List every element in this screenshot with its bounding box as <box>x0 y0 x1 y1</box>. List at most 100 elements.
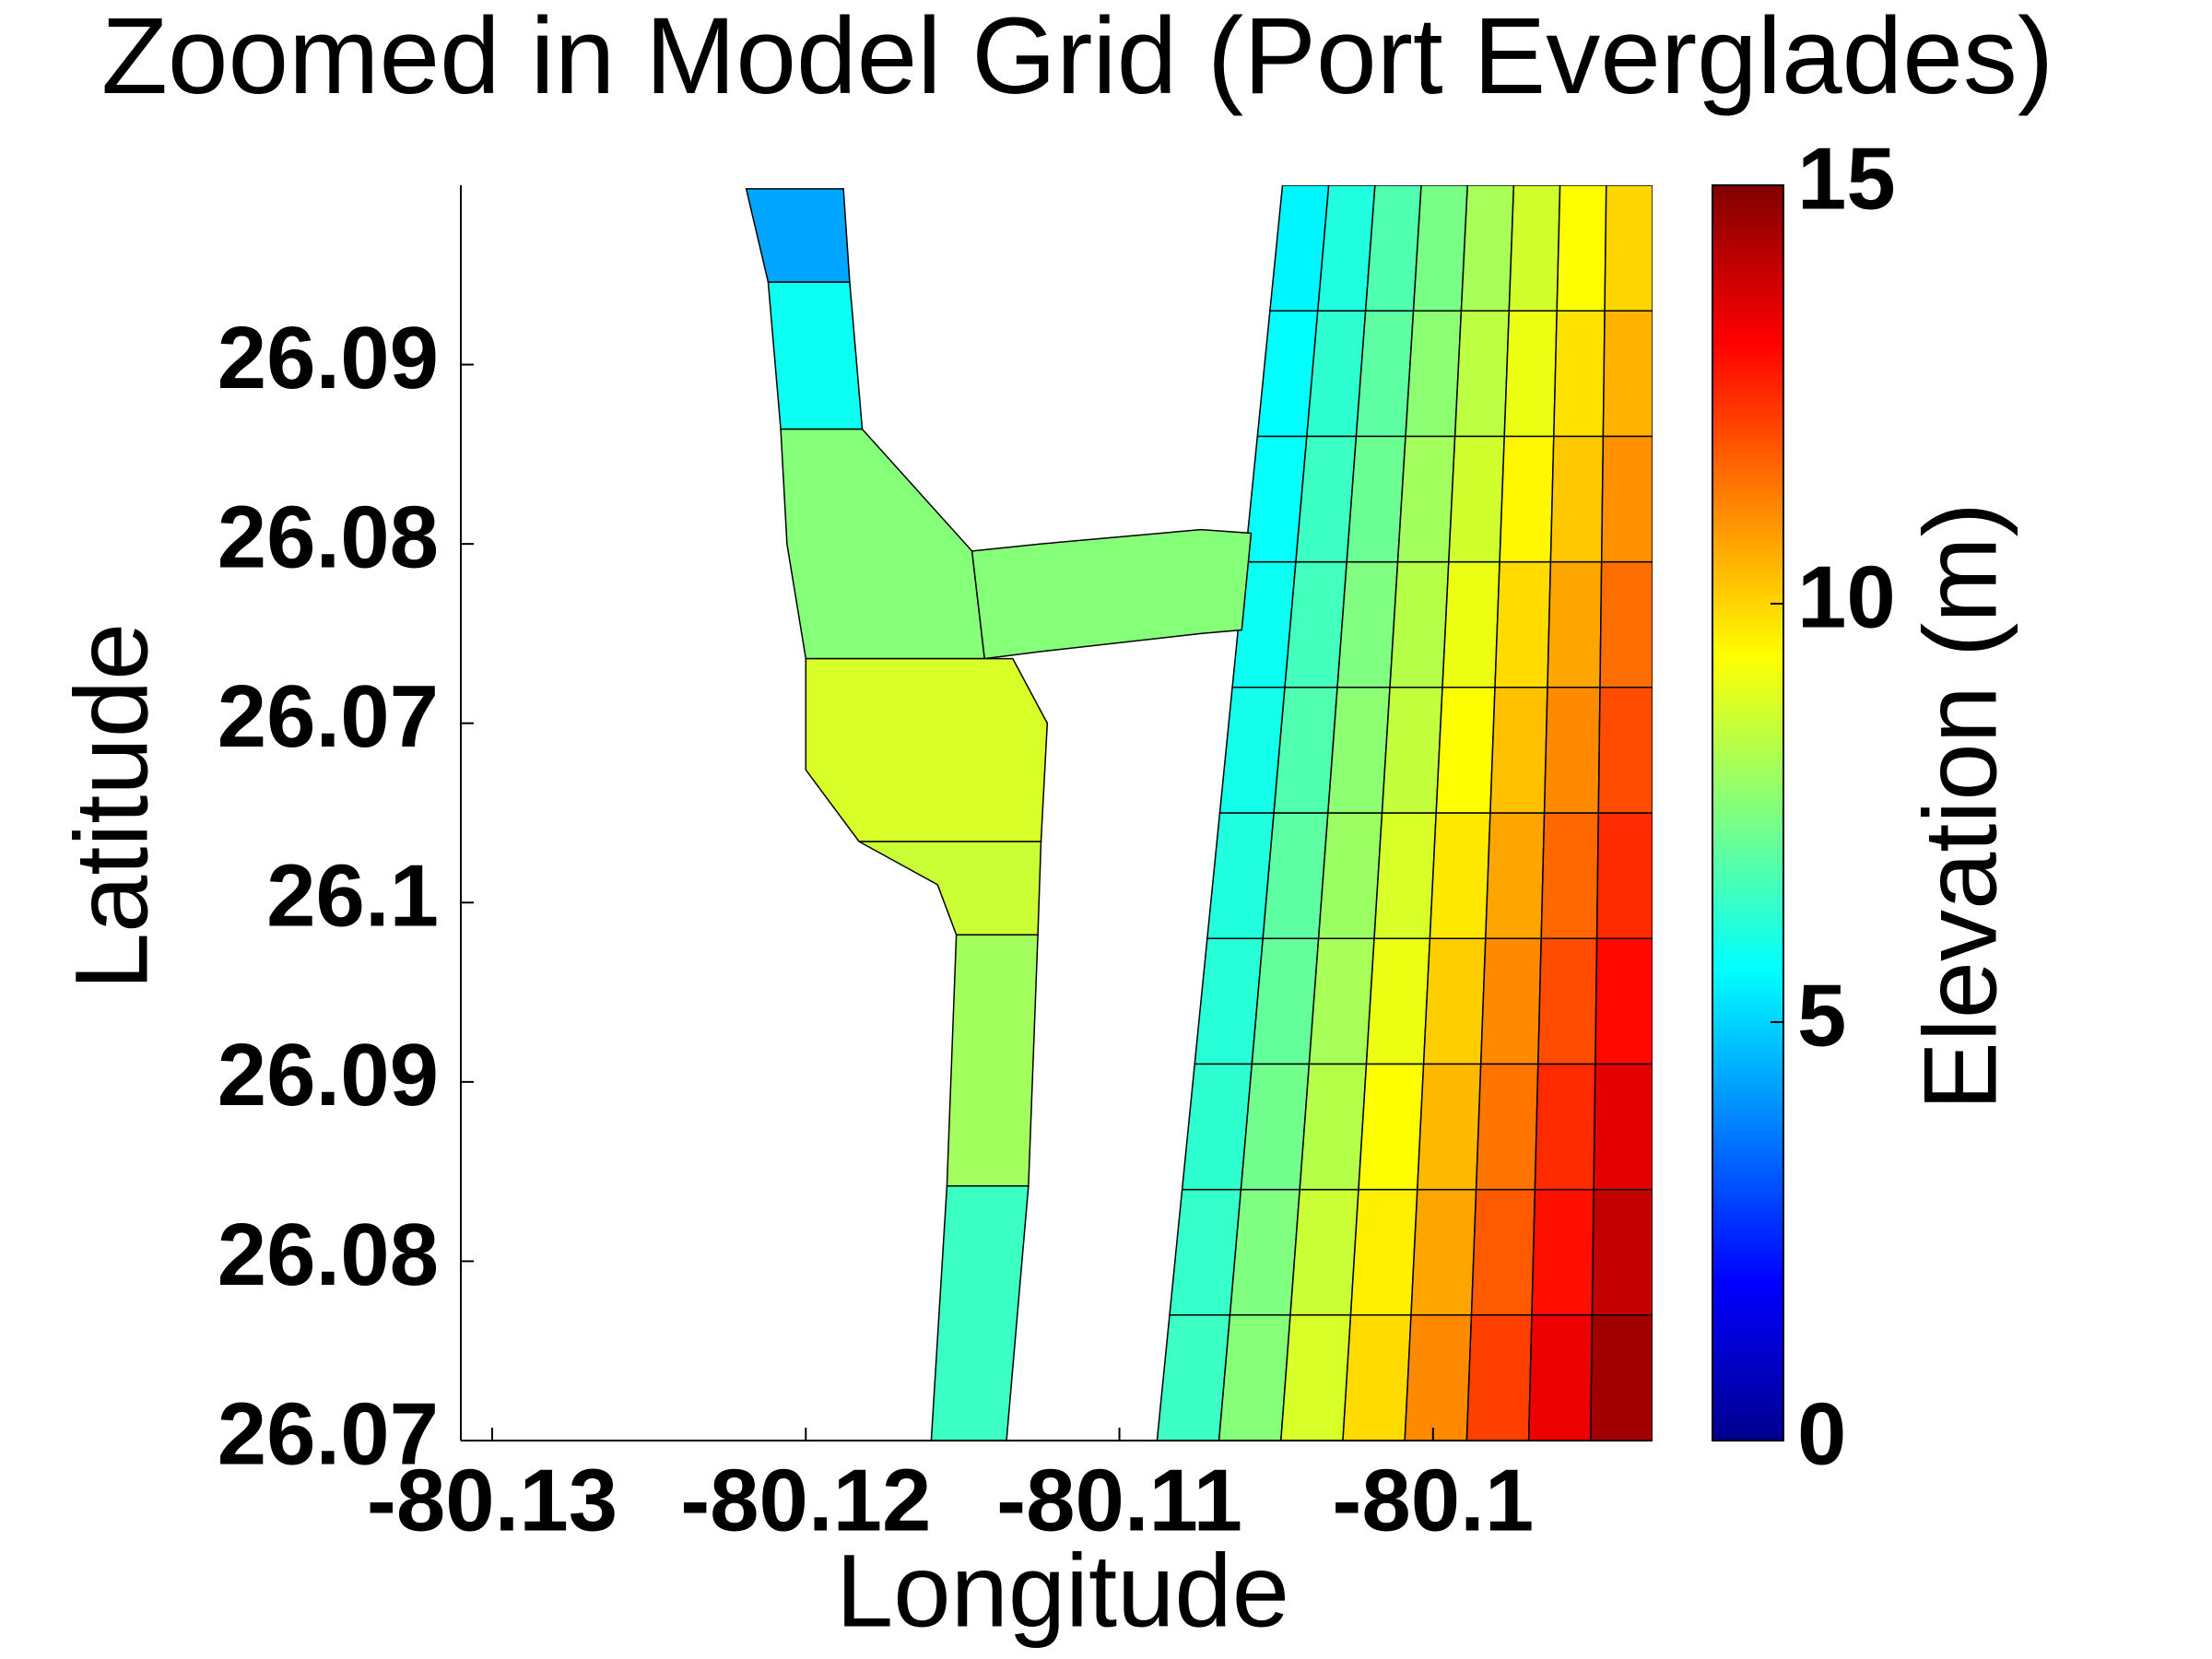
mesh-cell <box>1306 310 1367 438</box>
mesh-cell <box>1499 435 1555 563</box>
mesh-cell <box>1465 1314 1533 1441</box>
mesh-cell <box>1599 560 1653 688</box>
mesh-cell <box>1537 937 1598 1065</box>
colorbar-label: Elevation (m) <box>1903 502 2018 1111</box>
mesh-cell <box>1435 687 1496 814</box>
mesh-cell <box>1489 687 1548 814</box>
mesh-cell <box>1295 435 1358 563</box>
mesh-cell <box>1534 1063 1596 1191</box>
x-tick-label: -80.11 <box>996 1451 1242 1549</box>
mesh-cell <box>1453 310 1511 438</box>
mesh-cell <box>1396 435 1456 563</box>
mesh-cell <box>1417 1063 1482 1191</box>
mesh-cell <box>1364 185 1422 312</box>
mesh-cell <box>1412 185 1468 312</box>
mesh-cell <box>1595 812 1653 939</box>
channel-cell <box>780 428 986 660</box>
mesh-cell <box>1218 1314 1291 1441</box>
mesh-cell <box>1470 1188 1536 1316</box>
channel-cell <box>745 188 851 283</box>
mesh-cell <box>1508 185 1561 312</box>
mesh-cell <box>1591 1188 1653 1316</box>
chart-title: Zoomed in Model Grid (Port Everglades) <box>101 0 2053 117</box>
mesh-cell <box>1273 687 1338 814</box>
mesh-cell <box>1327 687 1391 814</box>
mesh-cell <box>1229 1188 1301 1316</box>
mesh-cell <box>1156 1314 1231 1441</box>
mesh-cell <box>1600 435 1653 563</box>
mesh-cell <box>1381 687 1443 814</box>
mesh-cell <box>1349 1188 1418 1316</box>
y-tick-label: 26.07 <box>218 667 439 766</box>
mesh-cell <box>1410 1188 1477 1316</box>
mesh-cell <box>1289 1188 1359 1316</box>
channel-cell <box>946 934 1039 1187</box>
mesh-cell <box>1316 185 1376 312</box>
mesh-cell <box>1553 310 1606 438</box>
mesh-cell <box>1299 1063 1368 1191</box>
mesh-cell <box>1547 560 1603 688</box>
mesh-cell <box>1389 560 1450 688</box>
mesh-cell <box>1597 687 1653 814</box>
colorbar-tick-label: 10 <box>1797 547 1896 646</box>
y-tick-label: 26.08 <box>218 488 439 587</box>
mesh-cell <box>1336 560 1399 688</box>
channel-cell <box>767 281 864 430</box>
y-tick-label: 26.09 <box>218 1026 439 1124</box>
y-tick-label: 26.1 <box>266 847 439 946</box>
y-axis-label: Latitude <box>54 623 170 991</box>
mesh-cell <box>1194 937 1265 1065</box>
mesh-cell <box>1280 1314 1352 1441</box>
mesh-cell <box>1604 185 1653 312</box>
mesh-cell <box>1308 937 1375 1065</box>
mesh-cell <box>1594 937 1653 1065</box>
mesh-cell <box>1602 310 1653 438</box>
mesh-cell <box>1543 687 1601 814</box>
mesh-cell <box>1365 937 1431 1065</box>
mesh-cell <box>1240 1063 1311 1191</box>
channel-cell <box>971 528 1253 660</box>
mesh-cell <box>1404 1314 1473 1441</box>
mesh-cell <box>1405 310 1463 438</box>
mesh-cell <box>1549 435 1605 563</box>
mesh-cell <box>1269 185 1330 312</box>
x-tick-label: -80.13 <box>367 1451 618 1549</box>
x-tick-label: -80.1 <box>1332 1451 1534 1549</box>
mesh-cell <box>1373 812 1438 939</box>
mesh-cell <box>1358 1063 1425 1191</box>
channel-cell <box>930 1184 1030 1441</box>
mesh-cell <box>1531 1188 1594 1316</box>
mesh-cell <box>1262 812 1329 939</box>
channel-cell <box>805 657 1049 842</box>
mesh-cell <box>1441 560 1500 688</box>
mesh-cell <box>1346 435 1406 563</box>
colorbar <box>1712 184 1784 1441</box>
channel-cell <box>858 841 1042 936</box>
mesh-cell <box>1317 812 1383 939</box>
x-axis-label: Longitude <box>836 1534 1289 1649</box>
mesh-cell <box>1485 812 1546 939</box>
mesh-cell <box>1355 310 1415 438</box>
mesh-cell <box>1422 937 1487 1065</box>
mesh-cell <box>1181 1063 1253 1191</box>
mesh-cell <box>1593 1063 1653 1191</box>
y-tick-label: 26.09 <box>218 309 439 407</box>
mesh-cell <box>1342 1314 1412 1441</box>
mesh <box>745 185 1653 1441</box>
mesh-cell <box>1448 435 1506 563</box>
mesh-cell <box>1429 812 1491 939</box>
mesh-cell <box>1556 185 1607 312</box>
mesh-cell <box>1479 937 1542 1065</box>
mesh-cell <box>1251 937 1320 1065</box>
colorbar-tick-label: 5 <box>1797 966 1846 1065</box>
mesh-cell <box>1527 1314 1594 1441</box>
mesh-cell <box>1540 812 1600 939</box>
mesh-cell <box>1590 1314 1653 1441</box>
y-tick-label: 26.08 <box>218 1206 439 1304</box>
mesh-cell <box>1460 185 1515 312</box>
colorbar-tick-label: 0 <box>1797 1384 1846 1483</box>
mesh-cell <box>1475 1063 1539 1191</box>
mesh-cell <box>1284 560 1348 688</box>
